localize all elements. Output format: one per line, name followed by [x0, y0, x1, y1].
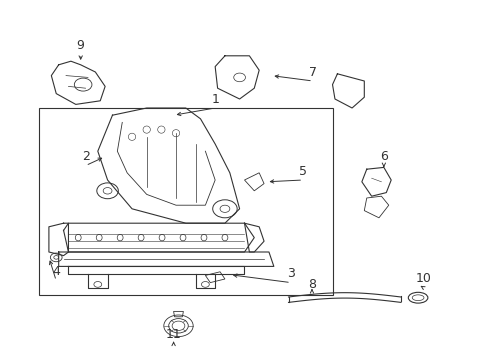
Text: 5: 5	[299, 165, 306, 177]
Text: 7: 7	[308, 66, 316, 78]
Text: 3: 3	[286, 267, 294, 280]
Text: 11: 11	[165, 328, 181, 341]
Text: 4: 4	[52, 265, 60, 278]
Text: 2: 2	[81, 150, 89, 163]
Text: 8: 8	[307, 278, 315, 291]
Text: 6: 6	[379, 150, 387, 163]
Text: 9: 9	[77, 39, 84, 51]
Text: 10: 10	[415, 273, 431, 285]
Bar	[39, 108, 332, 295]
Text: 1: 1	[211, 93, 219, 105]
